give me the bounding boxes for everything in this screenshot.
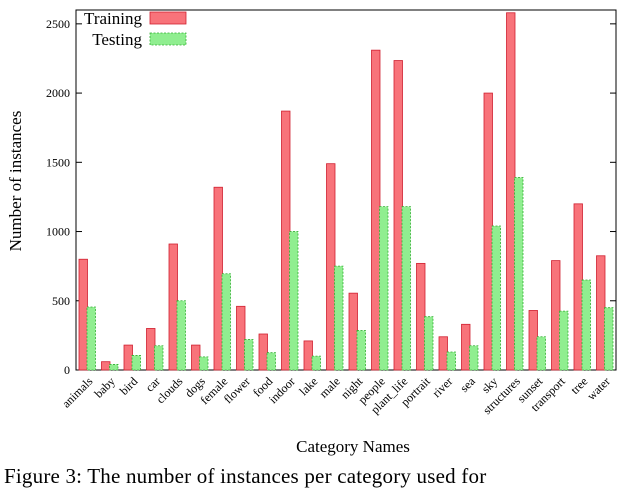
bar-training (371, 49, 381, 371)
bar-testing (581, 279, 591, 371)
y-tick-label: 2500 (46, 17, 70, 31)
bar-training (506, 12, 516, 371)
bars (78, 12, 614, 371)
bar-training (393, 60, 403, 371)
bar-testing (356, 330, 366, 371)
bar-testing (514, 177, 524, 371)
x-tick-label: animals (59, 374, 96, 411)
bar-testing (176, 300, 186, 371)
bar-testing (109, 364, 119, 371)
bar-testing (131, 355, 141, 371)
bar-training (461, 323, 471, 371)
bar-training (438, 336, 448, 371)
bar-testing (221, 273, 231, 371)
bar-testing (334, 265, 344, 371)
x-tick-label: sea (457, 374, 478, 395)
bar-training (258, 333, 268, 371)
bar-training (596, 255, 606, 371)
bar-training (483, 92, 493, 371)
bar-testing (491, 225, 501, 371)
y-tick-label: 0 (64, 363, 70, 377)
bar-testing (604, 307, 614, 371)
figure-caption: Figure 3: The number of instances per ca… (4, 464, 487, 488)
x-tick-label: water (584, 374, 613, 403)
bar-testing (266, 352, 276, 371)
bar-testing (289, 231, 299, 371)
bar-training (213, 186, 223, 371)
bar-training (123, 344, 133, 371)
bar-training (348, 292, 358, 371)
bar-training (101, 361, 111, 371)
y-tick-label: 500 (52, 294, 70, 308)
bar-testing (536, 336, 546, 371)
bar-training (191, 344, 201, 371)
legend-swatch-testing (149, 32, 187, 46)
y-axis-label: Number of instances (6, 111, 25, 252)
bar-testing (154, 345, 164, 371)
legend: Training Testing (84, 9, 187, 49)
x-tick-label: male (316, 374, 342, 400)
bar-training (146, 328, 156, 371)
bar-training (281, 110, 291, 371)
x-axis-label: Category Names (296, 437, 410, 456)
legend-label-testing: Testing (92, 30, 142, 49)
x-tick-label: lake (296, 374, 320, 398)
bar-testing (86, 306, 96, 371)
bar-testing (199, 356, 209, 371)
y-tick-label: 1000 (46, 225, 70, 239)
legend-swatch-training (149, 11, 187, 25)
bar-training (303, 340, 313, 371)
bar-testing (311, 355, 321, 371)
x-tick-label: flower (221, 374, 253, 406)
x-tick-label: river (429, 374, 455, 400)
bar-training (528, 310, 538, 371)
y-tick-label: 1500 (46, 155, 70, 169)
bar-testing (244, 339, 254, 371)
bar-testing (446, 351, 456, 371)
bar-testing (559, 310, 569, 371)
bar-training (236, 305, 246, 371)
bar-training (573, 203, 583, 371)
x-tick-label: baby (91, 374, 117, 400)
bar-testing (469, 345, 479, 371)
bar-training (326, 163, 336, 371)
bar-training (551, 260, 561, 371)
legend-label-training: Training (84, 9, 142, 28)
x-tick-label: bird (117, 374, 141, 398)
bar-training (416, 262, 426, 371)
bar-testing (424, 316, 434, 371)
bar-training (78, 258, 88, 371)
bar-testing (379, 206, 389, 371)
x-tick-label: indoor (266, 374, 298, 406)
bar-testing (401, 206, 411, 371)
plot-frame (75, 9, 617, 371)
bar-training (168, 243, 178, 371)
y-tick-label: 2000 (46, 86, 70, 100)
